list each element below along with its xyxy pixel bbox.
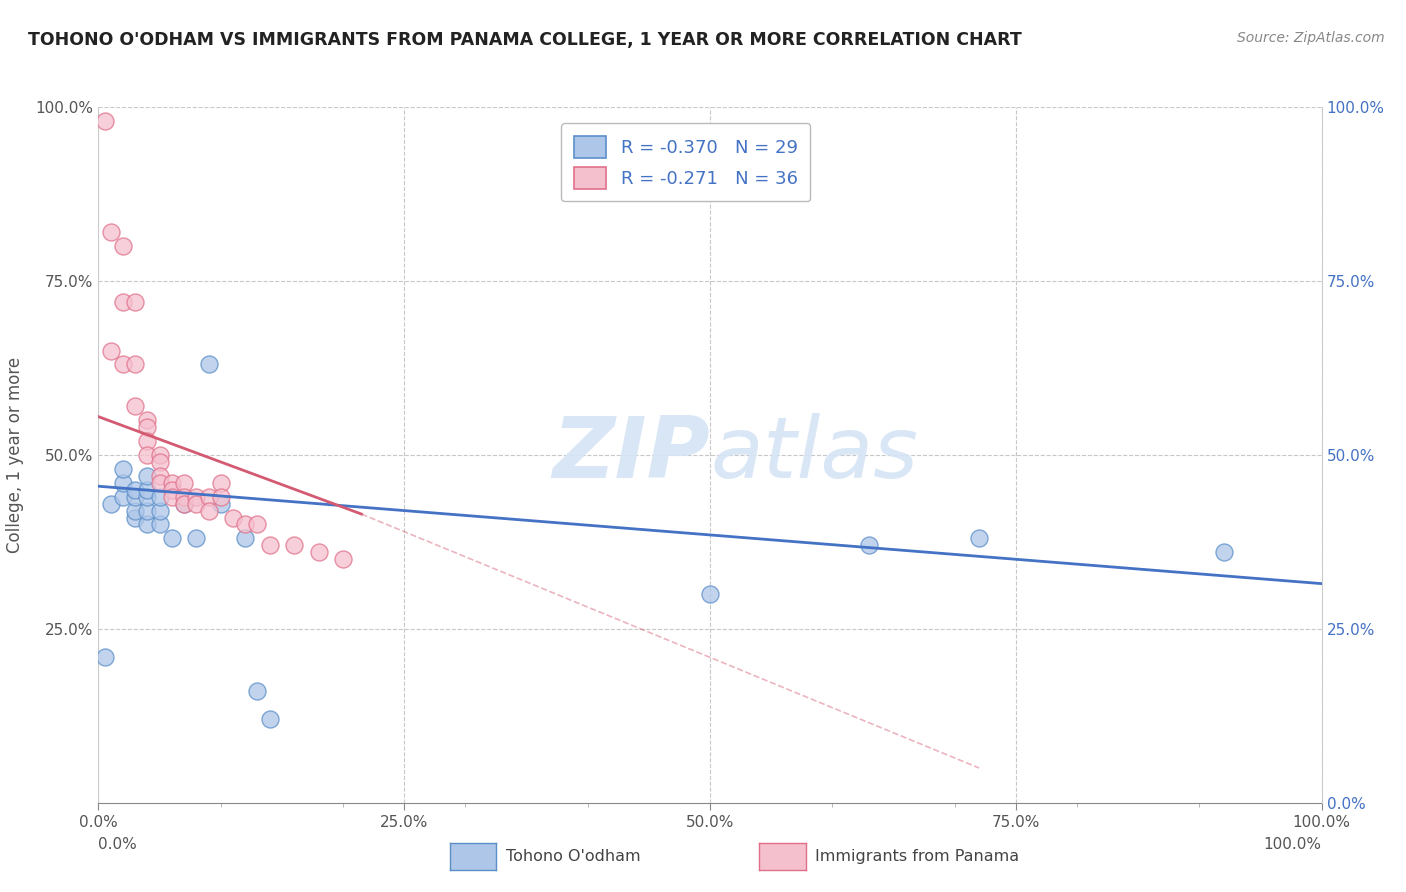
Text: ZIP: ZIP [553, 413, 710, 497]
Point [124, 294, 146, 309]
Y-axis label: College, 1 year or more: College, 1 year or more [7, 357, 24, 553]
Text: TOHONO O'ODHAM VS IMMIGRANTS FROM PANAMA COLLEGE, 1 YEAR OR MORE CORRELATION CHA: TOHONO O'ODHAM VS IMMIGRANTS FROM PANAMA… [28, 31, 1022, 49]
Point [136, 517, 159, 532]
Point [173, 475, 195, 490]
Point [111, 239, 134, 253]
Point [124, 483, 146, 497]
Point [100, 497, 122, 511]
Point [1212, 545, 1234, 559]
Point [173, 497, 195, 511]
Point [100, 225, 122, 239]
Point [222, 510, 245, 524]
Text: Tohono O'odham: Tohono O'odham [506, 849, 641, 863]
Point [858, 538, 880, 552]
Text: atlas: atlas [710, 413, 918, 497]
Point [136, 420, 159, 434]
Text: 100.0%: 100.0% [1264, 837, 1322, 852]
Point [149, 490, 172, 504]
Point [149, 468, 172, 483]
Point [111, 462, 134, 476]
Point [93, 114, 115, 128]
Point [699, 587, 721, 601]
Point [197, 503, 219, 517]
Point [124, 503, 146, 517]
Point [111, 475, 134, 490]
Text: Source: ZipAtlas.com: Source: ZipAtlas.com [1237, 31, 1385, 45]
Point [259, 712, 281, 726]
Point [259, 538, 281, 552]
Point [124, 490, 146, 504]
Point [149, 503, 172, 517]
Point [149, 455, 172, 469]
Point [136, 413, 159, 427]
Point [233, 517, 256, 532]
Point [332, 552, 354, 566]
Point [197, 490, 219, 504]
Point [173, 490, 195, 504]
Legend: R = -0.370   N = 29, R = -0.271   N = 36: R = -0.370 N = 29, R = -0.271 N = 36 [561, 123, 810, 202]
Point [186, 497, 208, 511]
Point [124, 399, 146, 413]
Point [136, 468, 159, 483]
Point [136, 490, 159, 504]
Point [209, 490, 232, 504]
Point [124, 358, 146, 372]
Point [233, 532, 256, 546]
Point [160, 475, 183, 490]
Point [111, 294, 134, 309]
Point [186, 490, 208, 504]
Point [124, 510, 146, 524]
Point [246, 517, 269, 532]
Point [149, 448, 172, 462]
Point [209, 497, 232, 511]
Point [136, 483, 159, 497]
Point [160, 490, 183, 504]
Point [136, 503, 159, 517]
Text: Immigrants from Panama: Immigrants from Panama [815, 849, 1019, 863]
Point [111, 358, 134, 372]
Point [93, 649, 115, 664]
Point [186, 532, 208, 546]
Point [209, 475, 232, 490]
Point [197, 358, 219, 372]
Point [173, 497, 195, 511]
Point [246, 684, 269, 698]
Point [111, 490, 134, 504]
Text: 0.0%: 0.0% [98, 837, 138, 852]
Point [149, 517, 172, 532]
Point [136, 448, 159, 462]
Point [136, 434, 159, 448]
Point [308, 545, 330, 559]
Point [283, 538, 305, 552]
Point [160, 532, 183, 546]
Point [100, 343, 122, 358]
Point [160, 483, 183, 497]
Point [149, 475, 172, 490]
Point [967, 532, 990, 546]
